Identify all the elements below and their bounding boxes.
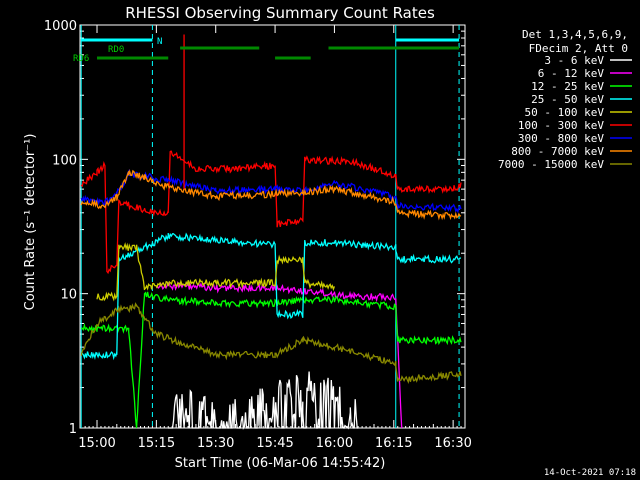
series-line bbox=[80, 150, 462, 275]
series-line bbox=[80, 301, 462, 384]
chart-title: RHESSI Observing Summary Count Rates bbox=[125, 4, 435, 22]
x-tick-label: 16:15 bbox=[375, 436, 412, 451]
series-line bbox=[168, 371, 359, 430]
legend-entry-label: 6 - 12 keV bbox=[538, 67, 605, 80]
y-tick-label: 1000 bbox=[44, 19, 77, 34]
series-line bbox=[80, 232, 462, 361]
legend-entry-label: 7000 - 15000 keV bbox=[498, 158, 604, 171]
y-tick-label: 100 bbox=[52, 153, 77, 168]
x-tick-label: 15:15 bbox=[138, 436, 175, 451]
legend-entry-label: 12 - 25 keV bbox=[531, 80, 604, 93]
footer-date: 14-Oct-2021 07:18 bbox=[544, 468, 636, 478]
y-tick-label: 1 bbox=[69, 422, 77, 437]
flag-label-n: N bbox=[157, 37, 162, 47]
y-tick-label: 10 bbox=[60, 288, 77, 303]
x-tick-label: 15:45 bbox=[256, 436, 293, 451]
series-line bbox=[80, 291, 462, 429]
series-line bbox=[80, 169, 462, 221]
x-tick-label: 15:30 bbox=[197, 436, 234, 451]
plot-frame bbox=[79, 24, 466, 429]
x-tick-label: 16:00 bbox=[316, 436, 353, 451]
flag-label-rd6: RD6 bbox=[73, 54, 89, 64]
legend-entry-label: 3 - 6 keV bbox=[544, 54, 604, 67]
legend-entry-label: 25 - 50 keV bbox=[531, 93, 604, 106]
legend-entry-label: 50 - 100 keV bbox=[525, 106, 605, 119]
series-line bbox=[96, 242, 336, 302]
legend-entry-label: 300 - 800 keV bbox=[518, 132, 604, 145]
legend-entry-label: 800 - 7000 keV bbox=[511, 145, 604, 158]
legend-header-line: FDecim 2, Att 0 bbox=[529, 42, 628, 55]
legend-header-line: Det 1,3,4,5,6,9, bbox=[522, 28, 628, 41]
flag-label-rd0: RD0 bbox=[108, 45, 124, 55]
legend: Det 1,3,4,5,6,9,FDecim 2, Att 03 - 6 keV… bbox=[498, 28, 632, 171]
legend-entry-label: 100 - 300 keV bbox=[518, 119, 604, 132]
x-tick-label: 15:00 bbox=[78, 436, 115, 451]
x-axis-label: Start Time (06-Mar-06 14:55:42) bbox=[175, 456, 386, 471]
x-tick-label: 16:30 bbox=[434, 436, 471, 451]
y-axis-label: Count Rate (s⁻¹ detector⁻¹) bbox=[23, 134, 38, 311]
plot-area: 1 10 100 1000 15:00 15:15 15:30 15:45 16:00 16:15… bbox=[44, 19, 472, 451]
